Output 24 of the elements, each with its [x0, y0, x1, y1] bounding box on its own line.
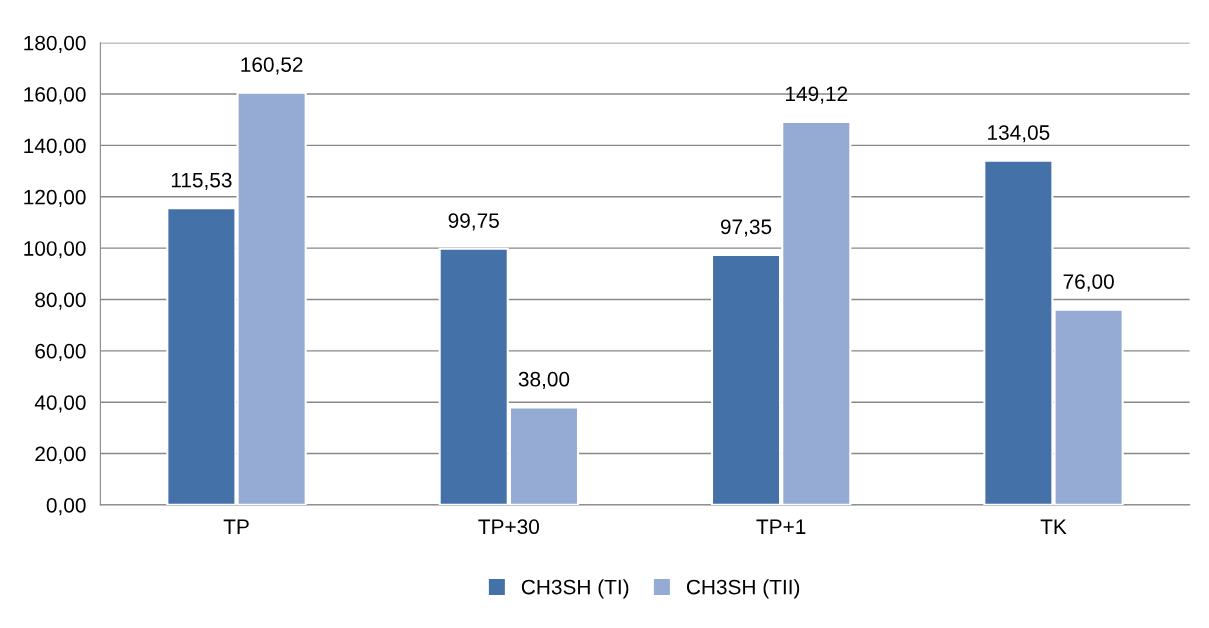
legend-label: CH3SH (TII) [686, 579, 800, 599]
data-label: 160,52 [241, 57, 303, 75]
y-tick-label: 140,00 [24, 138, 86, 156]
y-tick-label: 80,00 [35, 292, 86, 310]
x-tick-label: TP+1 [756, 519, 806, 534]
x-tick-label: TK [1040, 519, 1067, 534]
y-tick-label: 60,00 [35, 343, 86, 362]
y-tick-label: 180,00 [24, 35, 86, 53]
data-label: 97,35 [720, 219, 772, 237]
data-label: 134,05 [988, 125, 1050, 143]
legend-label: CH3SH (TI) [521, 579, 629, 599]
data-label: 115,53 [171, 172, 232, 190]
data-label: 99,75 [448, 213, 499, 231]
y-tick-label: 120,00 [24, 189, 86, 207]
y-tick-label: 0,00 [46, 497, 86, 516]
data-label: 38,00 [518, 371, 570, 390]
data-label: 76,00 [1063, 274, 1114, 292]
data-label: 149,12 [786, 86, 848, 104]
y-tick-label: 20,00 [35, 446, 86, 464]
y-tick-label: 160,00 [24, 87, 86, 105]
y-tick-label: 100,00 [24, 241, 86, 259]
x-tick-label: TP+30 [478, 519, 539, 535]
x-tick-label: TP [223, 519, 249, 534]
y-tick-label: 40,00 [34, 395, 86, 413]
